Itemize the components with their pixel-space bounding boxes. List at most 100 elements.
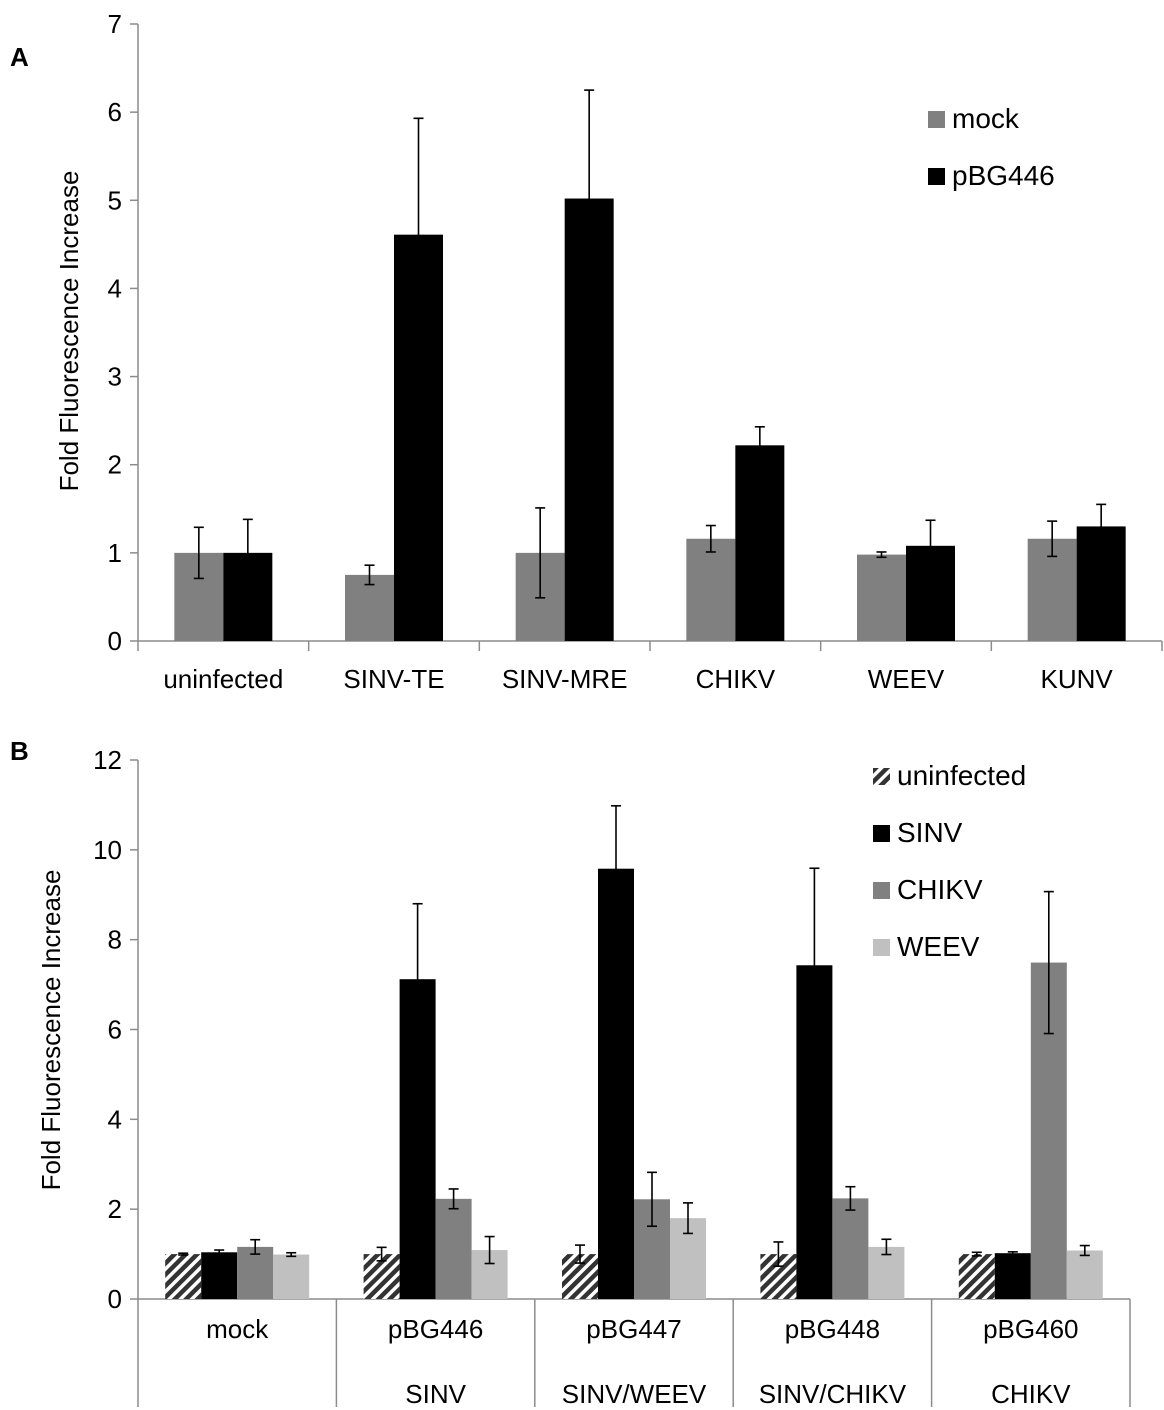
panel-b-legend: uninfected SINV CHIKV WEEV [873, 760, 1026, 962]
panel-a-y-tick-label: 1 [108, 538, 122, 568]
panel-a-bar-mock-chikv [686, 538, 736, 641]
panel-b-bar-sinv-mock [201, 1252, 238, 1299]
panel-a-error-bar-pbg446-weev [925, 519, 936, 573]
panel-b-category-labels: mock pBG446 SINV pBG447 SINV/WEEV pBG448 SINV/… [206, 1314, 1078, 1409]
panel-b-category-label: pBG446 [388, 1314, 483, 1344]
panel-b-category-label: mock [206, 1314, 269, 1344]
panel-b-subcategory-label: SINV/CHIKV [759, 1379, 907, 1409]
panel-b-error-bar-chikv-pbg447 [647, 1171, 657, 1228]
panel-b-error-bar-weev-pbg460 [1079, 1244, 1090, 1257]
panel-a-legend-swatch-mock [928, 111, 945, 128]
panel-b-y-tick-label: 12 [93, 745, 122, 775]
panel-b-bar-uninfected-pbg460 [958, 1254, 995, 1299]
panel-a-y-tick-label: 0 [108, 626, 122, 656]
panel-b-chart: B Fold Fluorescence Increase 0 2 4 6 8 10 12 m… [10, 736, 1131, 1409]
panel-b-error-bar-weev-pbg446 [484, 1235, 495, 1265]
panel-b-error-bar-uninfected-mock [178, 1252, 189, 1256]
panel-a-y-tick-label: 7 [108, 9, 122, 39]
panel-a-error-bar-pbg446-sinv-mre [584, 89, 595, 308]
panel-b-legend-label-chikv: CHIKV [897, 874, 983, 905]
panel-b-error-bar-weev-mock [286, 1251, 297, 1258]
panel-b-subcategory-label: CHIKV [991, 1379, 1071, 1409]
panel-b-subcategory-label: SINV/WEEV [562, 1379, 707, 1409]
panel-b-bar-uninfected-mock [165, 1254, 202, 1299]
panel-b-bar-weev-mock [273, 1254, 310, 1299]
panel-b-legend-swatch-uninfected [873, 768, 890, 785]
panel-b-error-bar-sinv-pbg447 [611, 805, 621, 933]
panel-b-error-bar-uninfected-pbg447 [575, 1244, 585, 1264]
panel-b-y-tick-label: 4 [108, 1104, 122, 1134]
panel-b-legend-label-sinv: SINV [897, 817, 963, 848]
panel-b-error-bar-weev-pbg447 [683, 1202, 693, 1235]
panel-b-y-tick-label: 2 [108, 1194, 122, 1224]
panel-a-category-label: SINV-TE [343, 664, 444, 694]
panel-b-legend-label-uninfected: uninfected [897, 760, 1026, 791]
panel-b-category-label: pBG447 [586, 1314, 681, 1344]
panel-a-bar-mock-sinv-te [345, 574, 394, 641]
panel-b-category-label: pBG460 [983, 1314, 1078, 1344]
panel-a-bar-pbg446-chikv [735, 445, 785, 641]
panel-a-y-tick-label: 4 [108, 273, 122, 303]
panel-a-axes: 0 1 2 3 4 5 6 7 [108, 9, 1163, 656]
panel-a-legend: mock pBG446 [928, 103, 1055, 191]
panel-a-error-bar-pbg446-chikv [754, 426, 765, 465]
panel-b-error-bar-sinv-pbg446 [412, 902, 423, 1056]
panel-b-error-bar-uninfected-pbg460 [971, 1251, 982, 1257]
panel-a-category-label: CHIKV [696, 664, 776, 694]
panel-a-y-tick-label: 2 [108, 450, 122, 480]
panel-a-error-bar-mock-chikv [705, 524, 716, 553]
panel-b-y-tick-label: 6 [108, 1015, 122, 1045]
panel-a-error-bar-pbg446-kunv [1096, 503, 1107, 550]
panel-a-category-label: KUNV [1041, 664, 1114, 694]
panel-a-legend-swatch-pbg446 [928, 168, 945, 185]
panel-b-y-tick-label: 10 [93, 835, 122, 865]
panel-a-error-bar-mock-kunv [1047, 520, 1058, 558]
panel-a-y-tick-label: 5 [108, 185, 122, 215]
panel-b-error-bar-chikv-mock [250, 1238, 261, 1255]
panel-b-bar-weev-pbg448 [868, 1246, 905, 1299]
panel-b-bar-chikv-mock [237, 1246, 274, 1299]
panel-b-error-bars [178, 805, 1090, 1268]
panel-a-legend-label-mock: mock [952, 103, 1020, 134]
panel-b-error-bar-chikv-pbg446 [448, 1188, 459, 1210]
panel-b-bar-chikv-pbg448 [832, 1198, 869, 1299]
panel-b-error-bar-uninfected-pbg448 [773, 1241, 784, 1268]
panel-b-legend-swatch-sinv [873, 825, 890, 842]
panel-b-y-tick-label: 8 [108, 925, 122, 955]
panel-a-bar-mock-weev [857, 554, 906, 641]
panel-b-error-bar-chikv-pbg460 [1043, 890, 1054, 1035]
panel-a-error-bar-mock-sinv-mre [535, 507, 546, 599]
panel-a-label: A [10, 42, 29, 72]
panel-a-error-bar-mock-weev [876, 551, 887, 559]
panel-b-category-label: pBG448 [785, 1314, 880, 1344]
panel-a-legend-label-pbg446: pBG446 [952, 160, 1055, 191]
panel-a-error-bar-mock-uninfected [193, 526, 204, 580]
panel-b-error-bar-weev-pbg448 [881, 1238, 892, 1256]
panel-a-y-axis-label: Fold Fluorescence Increase [54, 171, 84, 492]
panel-a-error-bars [193, 89, 1107, 599]
panel-a-error-bar-mock-sinv-te [364, 564, 375, 586]
panel-b-bar-sinv-pbg460 [994, 1253, 1031, 1299]
panel-a-category-label: uninfected [163, 664, 283, 694]
panel-a-category-label: SINV-MRE [502, 664, 628, 694]
panel-b-bar-chikv-pbg446 [435, 1198, 472, 1299]
panel-b-legend-label-weev: WEEV [897, 931, 980, 962]
panel-b-legend-swatch-chikv [873, 882, 890, 899]
panel-b-label: B [10, 736, 29, 766]
panel-b-legend-swatch-weev [873, 939, 890, 956]
panel-a-category-labels: uninfected SINV-TE SINV-MRE CHIKV WEEV KUNV [163, 664, 1113, 694]
panel-b-y-tick-label: 0 [108, 1284, 122, 1314]
panel-a-chart: A Fold Fluorescence Increase 0 1 2 3 4 5 6 7 un… [10, 9, 1163, 694]
panel-a-bars [174, 198, 1126, 641]
panel-b-subcategory-label: SINV [405, 1379, 466, 1409]
panel-b-bar-sinv-pbg447 [598, 868, 634, 1299]
panel-b-error-bar-chikv-pbg448 [845, 1185, 856, 1211]
panel-a-error-bar-pbg446-uninfected [242, 518, 253, 588]
panel-a-error-bar-pbg446-sinv-te [413, 117, 424, 352]
panel-b-error-bar-sinv-mock [214, 1249, 225, 1256]
panel-b-error-bar-uninfected-pbg446 [376, 1246, 387, 1262]
panel-a-y-tick-label: 6 [108, 97, 122, 127]
panel-b-bar-weev-pbg460 [1066, 1250, 1103, 1299]
panel-b-error-bar-sinv-pbg448 [809, 867, 820, 1064]
